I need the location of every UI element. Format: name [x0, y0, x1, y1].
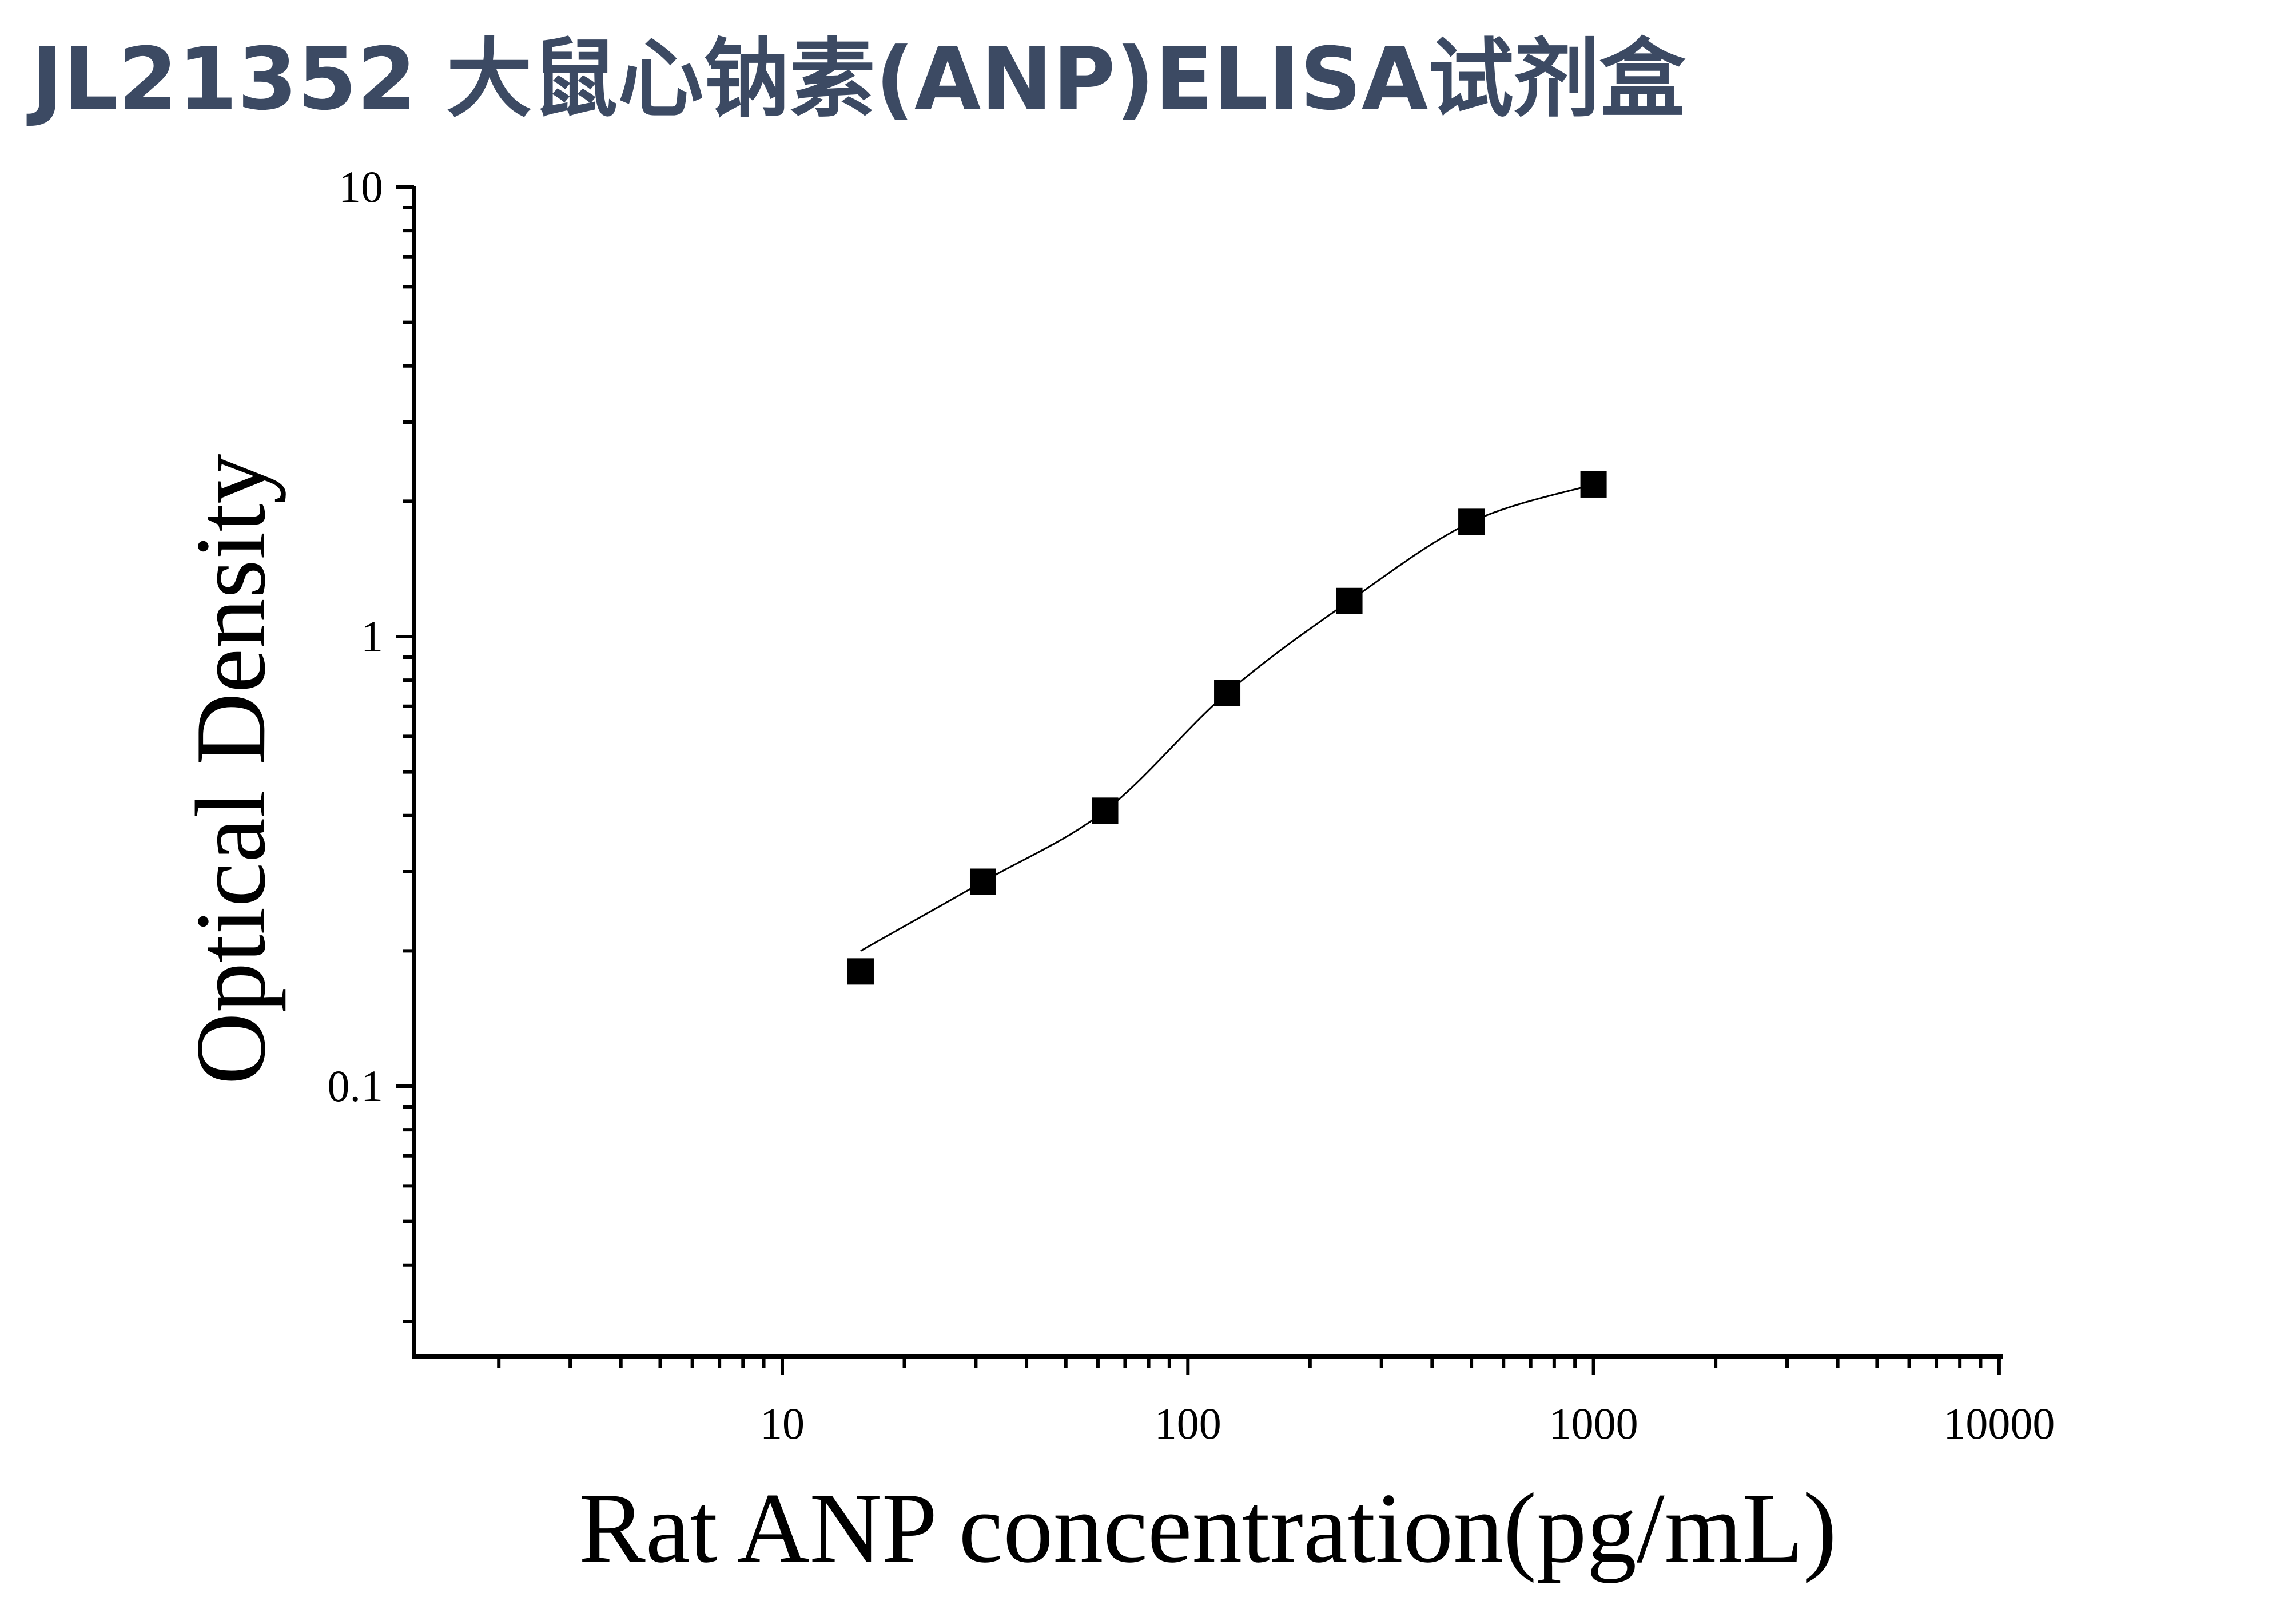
- y-axis-label: Optical Density: [175, 454, 286, 1084]
- y-axis-ticks: [396, 185, 414, 1323]
- data-point: [1458, 508, 1485, 535]
- axes: 10 100 1000 10000 0.1 1 10: [328, 162, 2055, 1448]
- data-point: [969, 868, 996, 895]
- x-tick-label: 1000: [1549, 1399, 1638, 1448]
- data-point: [1214, 680, 1241, 706]
- y-tick-label: 10: [339, 162, 383, 212]
- y-tick-label: 1: [361, 611, 383, 661]
- data-point: [1092, 797, 1119, 824]
- data-point: [847, 958, 874, 985]
- y-axis-tick-labels: 0.1 1 10: [328, 162, 384, 1111]
- chart-title: JL21352 大鼠心钠素(ANP)ELISA试剂盒: [26, 30, 1686, 129]
- x-tick-label: 10: [760, 1399, 805, 1448]
- x-axis-tick-labels: 10 100 1000 10000: [760, 1399, 2055, 1448]
- data-point: [1336, 587, 1363, 614]
- x-tick-label: 100: [1155, 1399, 1221, 1448]
- data-point: [1580, 471, 1607, 498]
- x-tick-label: 10000: [1943, 1399, 2055, 1448]
- x-axis-ticks: [497, 1357, 2001, 1375]
- y-tick-label: 0.1: [328, 1061, 384, 1111]
- data-points: [847, 471, 1607, 985]
- x-axis-label: Rat ANP concentration(pg/mL): [579, 1472, 1837, 1583]
